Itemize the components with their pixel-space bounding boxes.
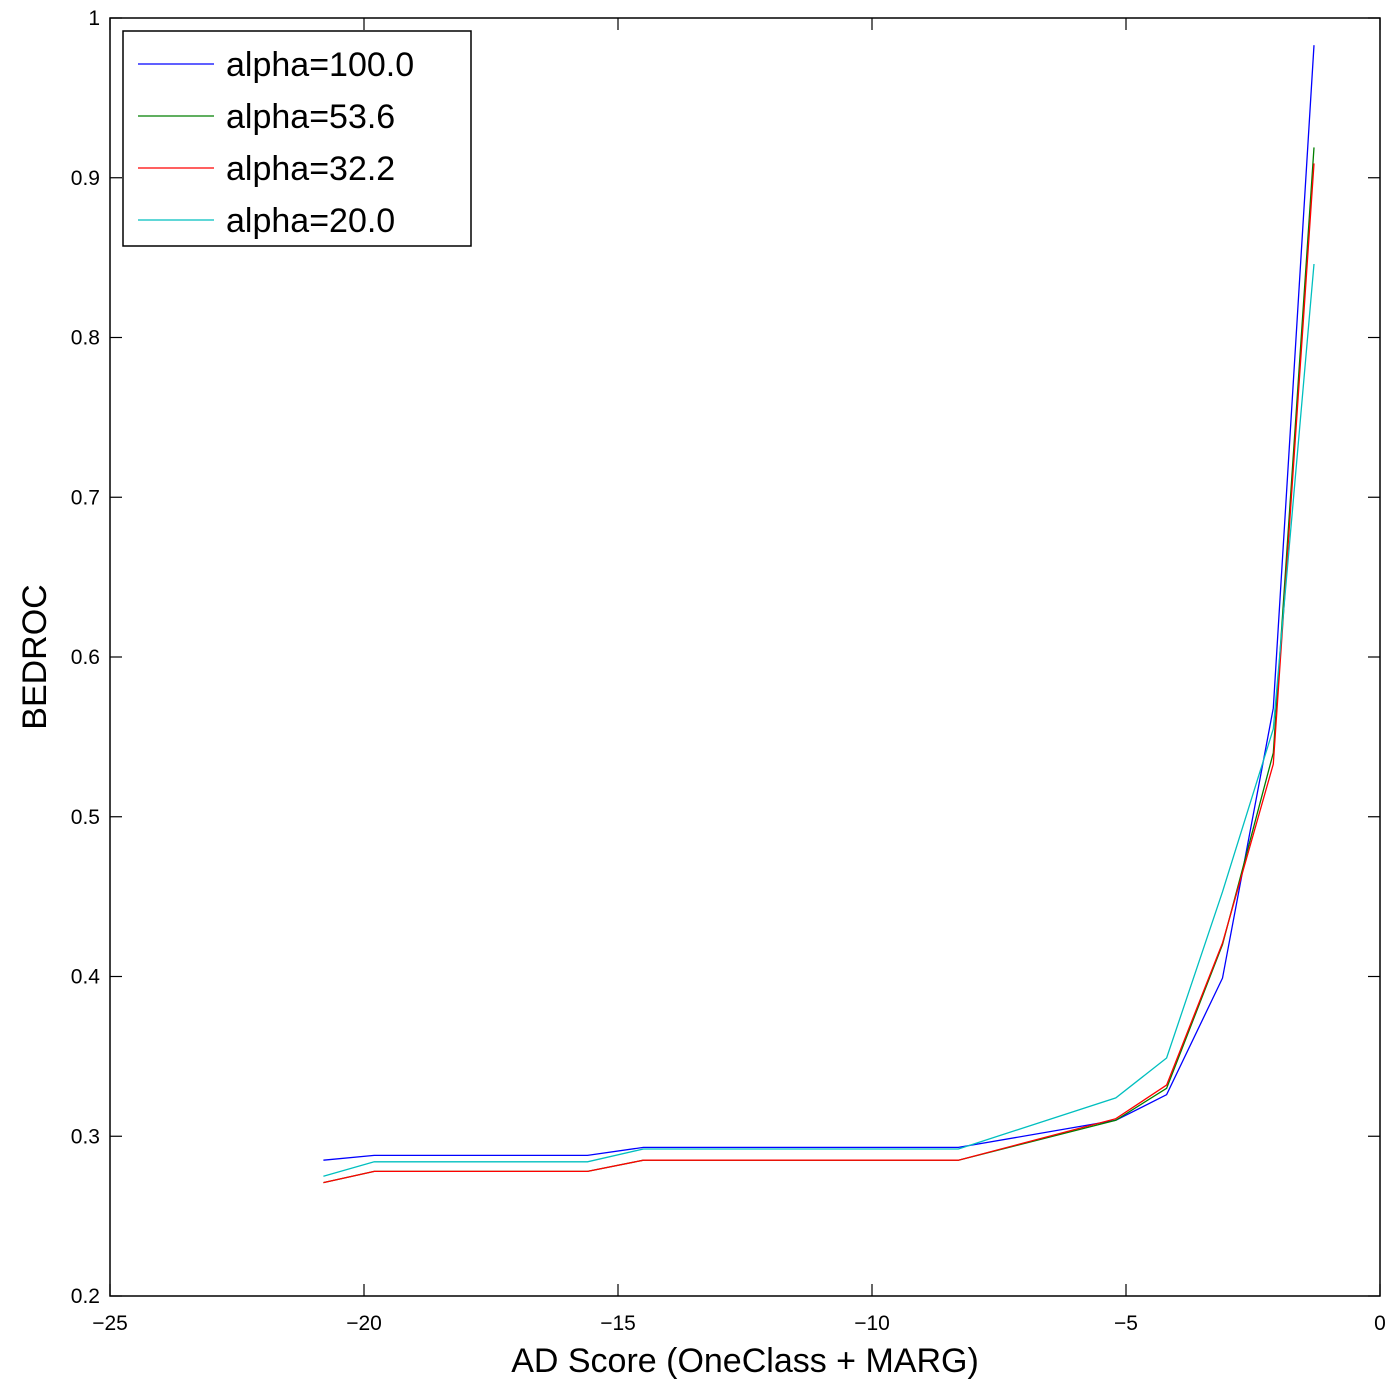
series-line-2 — [323, 163, 1315, 1184]
y-tick-label: 0.2 — [71, 1285, 100, 1308]
series-line-0 — [323, 45, 1315, 1161]
legend: alpha=100.0 alpha=53.6 alpha=32.2 alpha=20.… — [122, 30, 472, 247]
legend-label-3: alpha=20.0 — [226, 202, 395, 240]
y-tick-label: 0.3 — [71, 1125, 100, 1148]
x-tick-label: −15 — [600, 1312, 636, 1335]
y-tick-label: 0.5 — [71, 806, 100, 829]
x-tick-label: −25 — [92, 1312, 128, 1335]
series-line-3 — [323, 263, 1315, 1177]
legend-label-2: alpha=32.2 — [226, 150, 395, 188]
series-lines — [323, 45, 1315, 1184]
x-axis-label: AD Score (OneClass + MARG) — [511, 1342, 979, 1380]
x-tick-labels: −25 −20 −15 −10 −5 0 — [92, 1312, 1386, 1335]
y-tick-label: 0.8 — [71, 327, 100, 350]
x-tick-label: −20 — [346, 1312, 382, 1335]
x-tick-label: −5 — [1114, 1312, 1138, 1335]
legend-label-1: alpha=53.6 — [226, 98, 395, 136]
y-axis-label: BEDROC — [16, 584, 54, 729]
axis-ticks — [109, 17, 1381, 1297]
y-tick-label: 1 — [88, 7, 100, 30]
x-tick-label: 0 — [1374, 1312, 1386, 1335]
legend-box — [122, 30, 472, 247]
x-tick-label: −10 — [854, 1312, 890, 1335]
y-tick-label: 0.7 — [71, 486, 100, 509]
y-tick-labels: 0.2 0.3 0.4 0.5 0.6 0.7 0.8 0.9 1 — [71, 7, 101, 1308]
y-tick-label: 0.4 — [71, 966, 101, 989]
legend-label-0: alpha=100.0 — [226, 46, 414, 84]
y-tick-label: 0.9 — [71, 167, 100, 190]
y-tick-label: 0.6 — [71, 646, 100, 669]
